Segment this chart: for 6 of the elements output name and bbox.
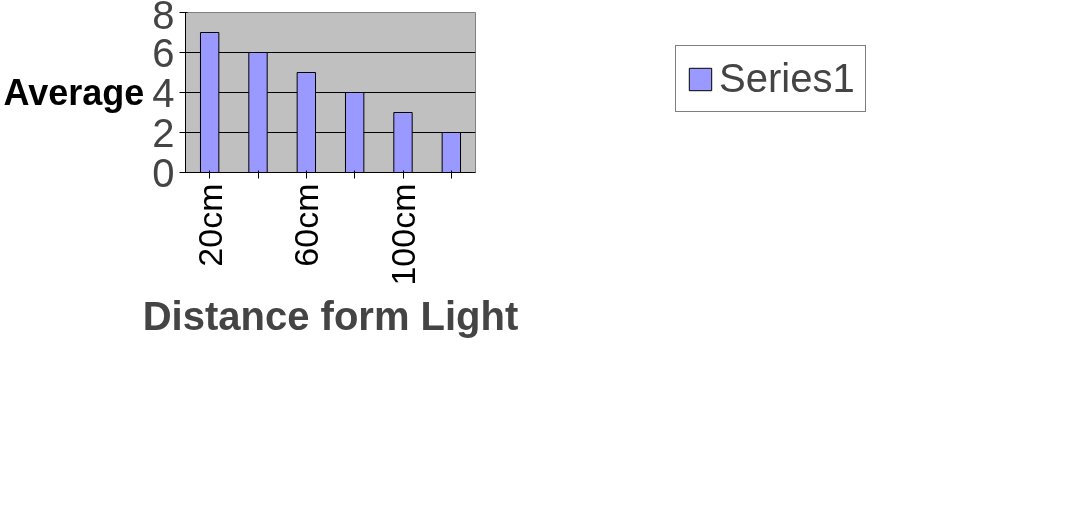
x-tick-label: 20cm — [190, 183, 229, 267]
x-axis-title: Distance form Light — [142, 293, 519, 338]
y-axis-title: Average — [3, 72, 145, 113]
x-tick-label: 60cm — [287, 183, 326, 267]
x-tick-label: 100cm — [384, 183, 422, 286]
legend-label: Series1 — [719, 56, 855, 101]
